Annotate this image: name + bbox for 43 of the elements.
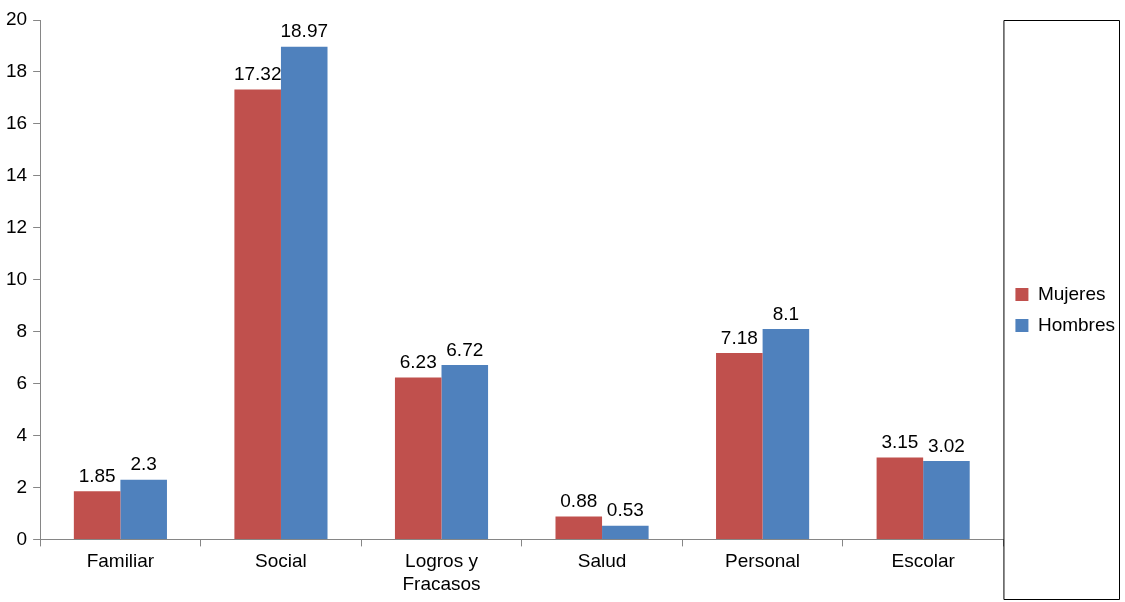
data-label: 6.72 — [446, 338, 484, 360]
y-tick-label: 8 — [16, 319, 28, 341]
x-tick-label: Familiar — [86, 550, 155, 572]
y-tick-label: 16 — [5, 112, 28, 134]
y-tick-label: 4 — [16, 423, 28, 445]
data-label: 7.18 — [720, 326, 758, 348]
data-label: 0.53 — [606, 499, 644, 521]
legend-label: Mujeres — [1037, 282, 1106, 304]
bar — [394, 377, 442, 539]
data-label: 3.15 — [881, 431, 919, 453]
y-tick-label: 14 — [5, 164, 28, 186]
bar — [716, 352, 763, 539]
y-tick-label: 10 — [5, 267, 28, 289]
data-label: 3.02 — [927, 434, 965, 456]
bar — [555, 516, 603, 539]
legend-label: Hombres — [1037, 313, 1115, 335]
y-tick-label: 12 — [5, 215, 28, 237]
data-label: 8.1 — [772, 302, 800, 324]
bar — [602, 525, 649, 539]
x-tick-label: Escolar — [891, 550, 956, 572]
y-tick-label: 20 — [5, 8, 28, 30]
data-label: 0.88 — [560, 490, 598, 512]
y-tick-label: 18 — [5, 60, 28, 82]
x-tick-label: Logros y Fracasos — [402, 550, 481, 594]
bar — [120, 479, 167, 539]
x-tick-label: Salud — [577, 550, 627, 572]
data-label: 1.85 — [78, 465, 116, 487]
data-label: 6.23 — [399, 351, 437, 373]
bar — [73, 491, 121, 539]
y-tick-label: 0 — [16, 527, 28, 549]
bar — [234, 89, 281, 539]
bar — [762, 329, 810, 539]
x-tick-label: Social — [255, 550, 307, 572]
x-tick-label: Personal — [725, 550, 801, 572]
y-tick-label: 2 — [16, 475, 28, 497]
bar — [876, 457, 924, 539]
bar — [441, 364, 489, 539]
bar — [923, 460, 970, 539]
data-label: 18.97 — [280, 20, 329, 42]
bar — [280, 46, 328, 539]
y-tick-label: 6 — [16, 371, 28, 393]
data-label: 2.3 — [130, 453, 157, 475]
data-label: 17.32 — [233, 63, 282, 85]
